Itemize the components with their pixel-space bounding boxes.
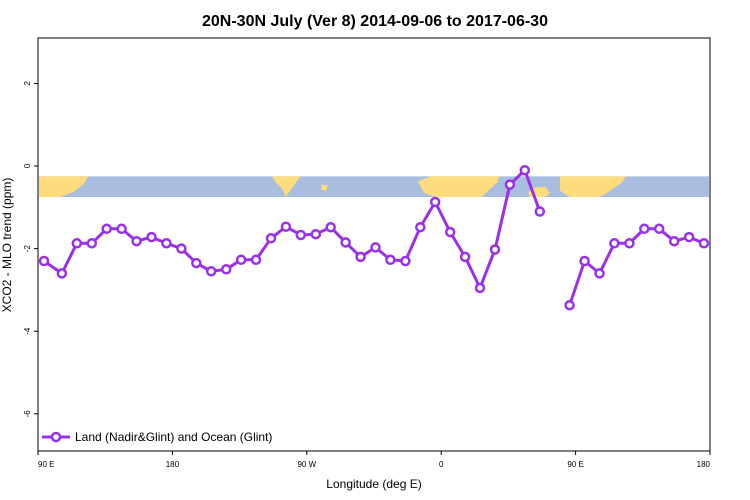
data-point — [340, 237, 351, 248]
data-point — [355, 251, 366, 263]
y-axis-label: XCO2 - MLO trend (ppm) — [0, 178, 14, 313]
data-point — [116, 223, 127, 235]
x-tick-label: 0 — [439, 460, 444, 469]
data-point — [639, 223, 650, 235]
y-tick-label: -4 — [23, 327, 32, 335]
chart-title: 20N-30N July (Ver 8) 2014-09-06 to 2017-… — [202, 13, 548, 30]
x-tick-label: 90 W — [297, 460, 316, 469]
series-layer — [38, 164, 710, 311]
data-point — [235, 254, 247, 266]
data-point — [86, 238, 98, 249]
data-point — [534, 206, 546, 217]
data-point — [325, 221, 336, 233]
land-silhouette — [272, 176, 300, 197]
data-point — [609, 238, 620, 249]
land-silhouette — [492, 177, 498, 184]
data-point — [624, 238, 635, 249]
data-point — [250, 254, 262, 266]
data-point — [265, 233, 277, 244]
data-point — [653, 223, 665, 235]
y-tick-label: -6 — [23, 410, 32, 418]
land-silhouette — [560, 176, 626, 197]
y-axis: -6 -4 -2 0 2 — [23, 81, 38, 418]
legend: Land (Nadir&Glint) and Ocean (Glint) — [42, 430, 272, 444]
y-tick-label: 2 — [23, 81, 32, 86]
data-point — [310, 228, 322, 240]
x-axis-label: Longitude (deg E) — [326, 477, 421, 491]
data-point — [176, 243, 187, 254]
data-point — [683, 231, 695, 243]
data-point — [668, 235, 680, 247]
data-point — [146, 231, 157, 243]
map-band — [39, 176, 709, 198]
series-line — [42, 168, 542, 290]
data-point — [191, 257, 202, 269]
data-point — [220, 264, 232, 275]
legend-marker — [50, 431, 62, 443]
data-point — [280, 221, 292, 232]
data-point — [56, 268, 68, 279]
legend-label: Land (Nadir&Glint) and Ocean (Glint) — [75, 430, 272, 444]
land-silhouette — [39, 176, 88, 197]
x-tick-label: 90 E — [38, 460, 54, 469]
data-point — [161, 238, 172, 249]
data-point — [444, 226, 456, 238]
y-tick-label: 0 — [23, 163, 32, 168]
data-point — [594, 268, 605, 279]
data-point — [429, 196, 441, 208]
plot-frame — [37, 37, 711, 452]
data-point — [579, 255, 590, 267]
data-point — [101, 223, 112, 235]
data-point — [131, 235, 142, 247]
x-tick-label: 90 E — [567, 460, 583, 469]
map-band-land — [39, 176, 626, 197]
data-point — [564, 299, 575, 311]
x-axis: 90 E 180 90 W 0 90 E 180 — [37, 451, 711, 469]
data-point — [370, 242, 381, 253]
data-point — [459, 251, 471, 263]
data-point — [38, 255, 50, 267]
data-point — [489, 244, 501, 255]
series-line — [568, 227, 706, 307]
data-point — [295, 229, 307, 241]
land-silhouette — [321, 184, 328, 191]
data-point — [474, 282, 486, 294]
y-tick-label: -2 — [23, 245, 32, 253]
data-point — [698, 238, 710, 249]
data-point — [504, 179, 516, 190]
x-tick-label: 180 — [166, 460, 180, 469]
data-point — [385, 254, 396, 266]
data-point — [400, 255, 411, 267]
data-point — [415, 221, 426, 233]
data-point — [519, 164, 531, 176]
land-silhouette — [418, 176, 500, 197]
data-point — [71, 238, 83, 249]
data-point — [205, 266, 217, 277]
x-tick-label: 180 — [697, 460, 711, 469]
